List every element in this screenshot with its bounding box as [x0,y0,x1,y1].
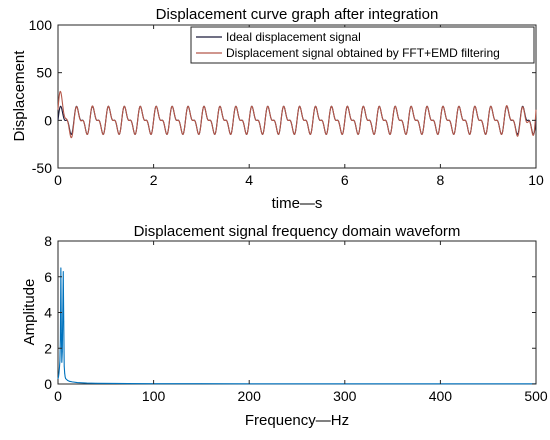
chart2-point-17 [66,379,68,380]
chart2-point-12 [63,321,65,322]
chart2-point-24 [114,383,116,384]
frequency-domain-chart: 0 100 200 300 400 500 0 2 4 6 8 Displacement signa… [21,223,548,429]
chart1-y-tick-label-0: -50 [32,160,52,176]
chart2-point-15 [64,376,66,378]
chart2-point-3 [59,367,60,369]
chart2-x-tick-label-2: 200 [238,388,262,404]
chart2-x-tick-label-5: 500 [524,388,548,404]
chart2-point-0 [57,378,59,380]
chart2-y-tick-label-0: 0 [44,376,52,392]
chart1-y-tick-label-1: 0 [44,112,52,128]
chart1-x-axis-label: time—s [272,195,323,212]
chart1-legend-label-ideal: Ideal displacement signal [226,30,361,44]
chart2-point-19 [69,380,70,382]
chart2-point-8 [61,362,63,363]
chart1-y-tick-label-3: 100 [29,17,53,33]
chart2-point-16 [65,378,67,380]
chart2-point-21 [76,382,78,383]
chart2-point-18 [67,380,68,381]
chart2-y-tick-label-1: 2 [44,340,52,356]
chart1-y-axis-label: Displacement [11,50,28,142]
chart2-point-13 [63,365,65,367]
chart2-point-1 [58,376,59,378]
chart2-plot-area [57,240,537,385]
chart2-point-10 [62,312,64,313]
chart2-point-20 [71,381,73,383]
chart1-legend-box [190,26,535,64]
chart2-point-4 [59,360,61,362]
chart1-legend: Ideal displacement signal Displacement s… [190,26,535,64]
chart2-y-axis-label: Amplitude [21,279,38,346]
chart2-point-2 [58,372,60,374]
chart2-point-22 [86,382,88,384]
chart2-ticks-group: 0 100 200 300 400 500 0 2 4 6 8 [44,233,548,404]
chart1-x-tick-label-1: 2 [150,172,158,188]
chart1-series-group [57,90,537,139]
chart1-legend-label-filtered: Displacement signal obtained by FFT+EMD … [226,46,500,60]
chart2-point-26 [201,383,202,385]
chart1-x-tick-label-4: 8 [437,172,445,188]
chart2-point-23 [95,382,97,384]
chart1-x-tick-label-3: 6 [341,172,349,188]
chart2-y-tick-label-4: 8 [44,233,52,249]
chart2-point-5 [59,338,61,340]
chart2-point-14 [64,372,66,374]
chart1-x-tick-label-0: 0 [54,172,62,188]
chart2-point-6 [60,267,62,269]
chart1-title: Displacement curve graph after integrati… [156,6,439,23]
chart1-series-line-1 [57,90,537,139]
chart2-x-tick-label-1: 100 [142,388,166,404]
chart2-point-9 [61,351,63,353]
chart2-y-tick-label-3: 6 [44,269,52,285]
chart1-x-tick-label-2: 4 [245,172,253,188]
chart1-x-tick-label-5: 10 [528,172,544,188]
chart1-y-tick-label-2: 50 [36,65,52,81]
chart2-x-tick-label-4: 400 [429,388,453,404]
chart2-y-tick-label-2: 4 [44,305,52,321]
chart2-point-11 [62,270,64,272]
chart2-title: Displacement signal frequency domain wav… [134,223,461,240]
chart2-x-axis-label: Frequency—Hz [245,412,349,429]
chart2-x-tick-label-0: 0 [54,388,62,404]
chart2-point-7 [60,329,62,331]
chart2-x-tick-label-3: 300 [333,388,357,404]
